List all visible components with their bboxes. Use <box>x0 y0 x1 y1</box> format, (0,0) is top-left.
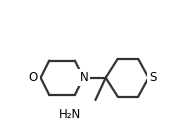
Text: H₂N: H₂N <box>59 108 81 121</box>
Text: O: O <box>28 71 38 84</box>
Text: N: N <box>79 71 88 84</box>
Text: S: S <box>149 71 156 84</box>
